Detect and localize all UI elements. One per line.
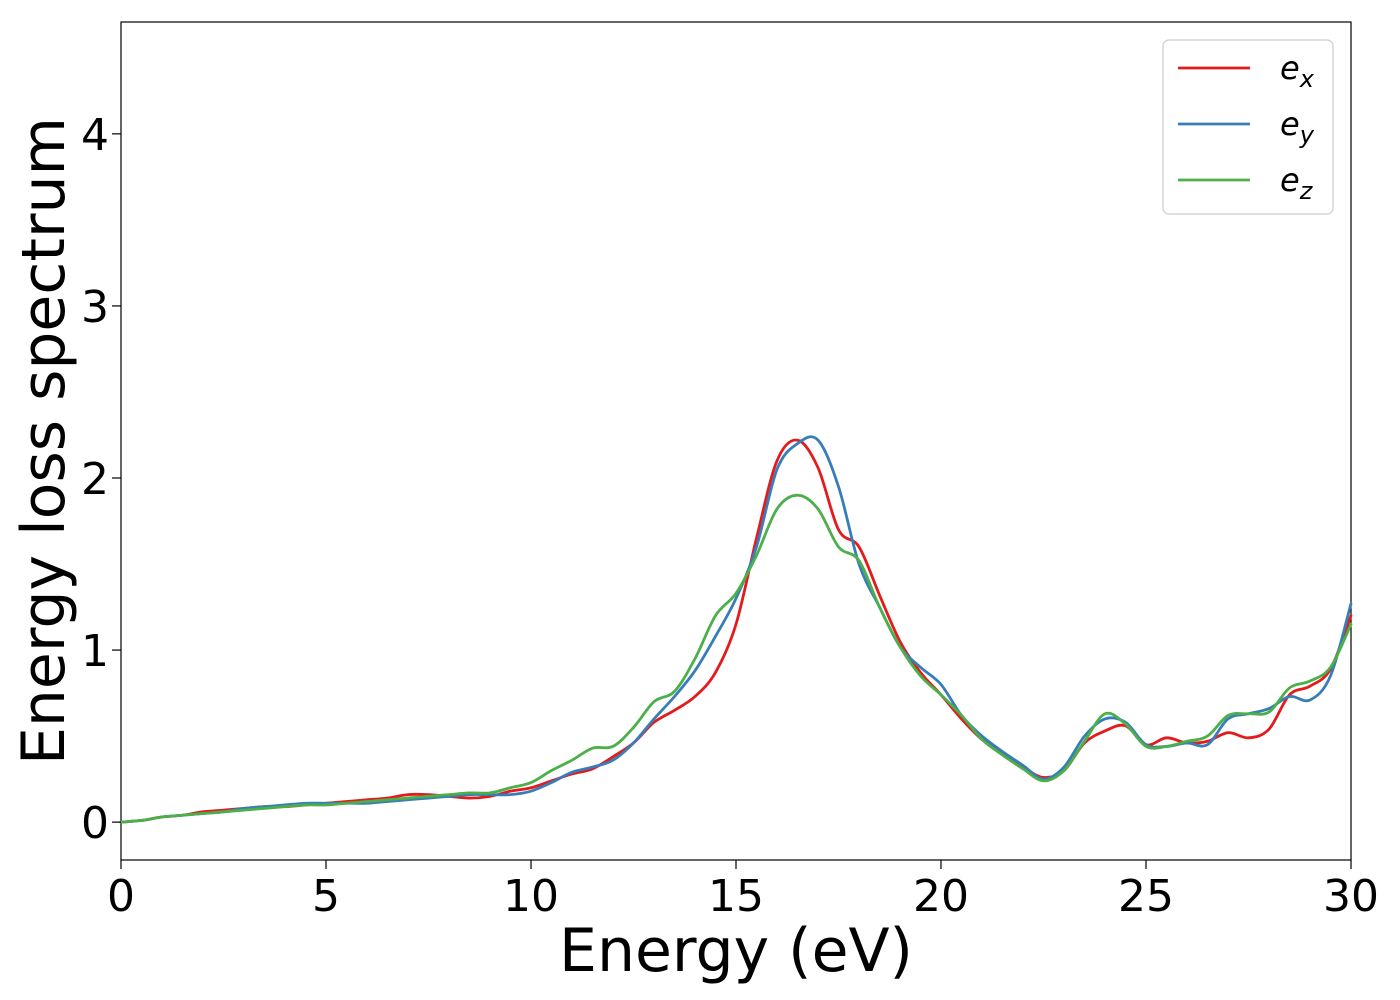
legend-label-base: e <box>1280 49 1300 87</box>
plot-frame <box>120 21 1352 861</box>
legend-label-base: e <box>1280 105 1300 143</box>
legend-label-subscript: x <box>1299 65 1315 93</box>
x-tick-label: 5 <box>312 871 340 922</box>
y-tick-label: 0 <box>81 798 109 849</box>
series-lines <box>119 435 1353 824</box>
y-axis-title: Energy loss spectrum <box>9 117 79 765</box>
series-line-y <box>119 435 1353 824</box>
legend-item-x: ex <box>1178 49 1315 93</box>
x-tick-label: 15 <box>708 871 764 922</box>
x-tick-label: 0 <box>107 871 135 922</box>
x-axis-title: Energy (eV) <box>559 916 913 986</box>
legend-item-z: ez <box>1178 161 1314 205</box>
legend-label-subscript: y <box>1299 121 1315 149</box>
legend-label: ey <box>1280 105 1315 149</box>
x-tick-label: 30 <box>1323 871 1379 922</box>
y-tick-label: 4 <box>81 110 109 161</box>
legend-label: ex <box>1280 49 1315 93</box>
legend-label-subscript: z <box>1299 177 1314 205</box>
series-line-z <box>119 493 1353 824</box>
y-tick-label: 1 <box>81 626 109 677</box>
legend-label-base: e <box>1280 161 1300 199</box>
x-axis-ticks: 0 5 10 15 20 25 30 <box>107 860 1379 922</box>
legend-label: ez <box>1280 161 1314 205</box>
legend-box <box>1162 39 1334 215</box>
x-tick-label: 25 <box>1118 871 1174 922</box>
x-tick-label: 20 <box>913 871 969 922</box>
x-tick-label: 10 <box>503 871 559 922</box>
plot-area <box>119 21 1353 861</box>
legend-item-y: ey <box>1178 105 1315 149</box>
y-axis-ticks: 0 1 2 3 4 <box>81 110 121 849</box>
y-tick-label: 2 <box>81 454 109 505</box>
y-tick-label: 3 <box>81 282 109 333</box>
